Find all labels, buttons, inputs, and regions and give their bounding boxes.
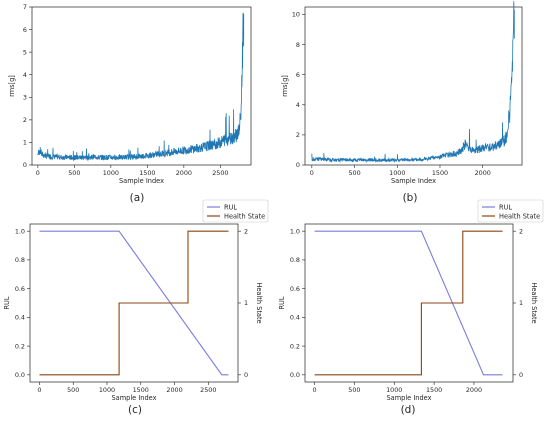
x-tick-label: 1000 <box>99 386 115 394</box>
x-tick-label: 500 <box>67 386 79 394</box>
y-tick-label: 1.0 <box>290 227 300 235</box>
x-tick-label: 0 <box>313 386 317 394</box>
y-tick-label: 0.6 <box>290 285 300 293</box>
y-tick-label: 0.8 <box>15 256 25 264</box>
x-tick-label: 2000 <box>166 386 182 394</box>
y-right-axis-label: Health State <box>255 282 263 323</box>
x-tick-label: 2000 <box>176 169 192 177</box>
y-tick-label: 0.6 <box>15 285 25 293</box>
y-tick-label: 0.4 <box>290 314 300 322</box>
y-tick-label: 0.0 <box>15 371 25 379</box>
x-tick-label: 1500 <box>133 386 149 394</box>
y-axis-label: RUL <box>278 296 286 309</box>
y-tick-label: 6 <box>23 26 27 34</box>
y-right-tick-label: 2 <box>244 227 248 235</box>
axes-frame <box>304 6 523 166</box>
y-tick-label: 1.0 <box>15 227 25 235</box>
y-tick-label: 7 <box>23 3 27 11</box>
x-axis-label: Sample Index <box>119 177 164 185</box>
x-tick-label: 1500 <box>139 169 155 177</box>
y-axis-label: RUL <box>3 296 11 309</box>
x-tick-label: 1000 <box>386 386 402 394</box>
y-right-tick-label: 0 <box>244 371 248 379</box>
legend-label: RUL <box>499 203 512 211</box>
y-axis-label: rms[g] <box>281 75 289 97</box>
legend-label: Health State <box>224 212 265 220</box>
x-tick-label: 0 <box>310 169 314 177</box>
y-tick-label: 0.2 <box>15 342 25 350</box>
y-tick-label: 6 <box>296 71 300 79</box>
x-tick-label: 500 <box>348 386 360 394</box>
x-tick-label: 1000 <box>389 169 405 177</box>
axes-frame <box>304 223 514 383</box>
x-tick-label: 500 <box>68 169 80 177</box>
axes-frame <box>31 6 252 166</box>
y-tick-label: 0 <box>23 161 27 169</box>
y-tick-label: 4 <box>23 71 27 79</box>
x-axis-label: Sample Index <box>391 177 436 185</box>
y-tick-label: 5 <box>23 48 27 56</box>
y-tick-label: 4 <box>296 101 300 109</box>
y-right-tick-label: 2 <box>519 227 523 235</box>
x-tick-label: 1500 <box>432 169 448 177</box>
y-tick-label: 0 <box>296 161 300 169</box>
panel-b: 0 500 1000 1500 2000 0 2 4 6 8 10 Sample Index rms[g… <box>281 1 523 185</box>
x-tick-label: 2000 <box>466 386 482 394</box>
panel-a: 0 500 1000 1500 2000 2500 0 1 2 3 4 5 6 7 Sample Index… <box>8 3 252 185</box>
x-tick-label: 1500 <box>426 386 442 394</box>
y-tick-label: 0.4 <box>15 314 25 322</box>
series-line-rul <box>314 230 503 376</box>
y-tick-label: 0.2 <box>290 342 300 350</box>
y-right-tick-label: 0 <box>519 371 523 379</box>
y-tick-label: 8 <box>296 41 300 49</box>
y-right-tick-label: 1 <box>519 299 523 307</box>
y-tick-label: 10 <box>292 11 300 19</box>
y-right-axis-label: Health State <box>530 282 538 323</box>
series-line-health-state <box>39 230 229 376</box>
y-tick-label: 0.8 <box>290 256 300 264</box>
legend-label: RUL <box>224 203 237 211</box>
series-line-rms <box>37 12 245 162</box>
legend-label: Health State <box>499 212 540 220</box>
panel-d: 0 500 1000 1500 2000 0.0 0.2 0.4 0.6 0.8 1.0 Sample… <box>278 199 544 402</box>
caption-a: (a) <box>130 192 145 204</box>
caption-c: (c) <box>128 404 142 416</box>
x-tick-label: 0 <box>36 169 40 177</box>
y-tick-label: 0.0 <box>290 371 300 379</box>
y-right-tick-label: 1 <box>244 299 248 307</box>
y-axis-label: rms[g] <box>8 75 16 97</box>
series-line-rms <box>311 1 515 164</box>
x-tick-label: 1000 <box>103 169 119 177</box>
x-axis-label: Sample Index <box>387 394 432 402</box>
y-tick-label: 2 <box>23 116 27 124</box>
x-axis-label: Sample Index <box>112 394 157 402</box>
y-tick-label: 3 <box>23 93 27 101</box>
series-line-health-state <box>314 230 503 376</box>
caption-b: (b) <box>403 192 418 204</box>
y-tick-label: 2 <box>296 131 300 139</box>
caption-d: (d) <box>401 404 416 416</box>
x-tick-label: 0 <box>37 386 41 394</box>
x-tick-label: 2500 <box>200 386 216 394</box>
y-tick-label: 1 <box>23 139 27 147</box>
panel-c: 0 500 1000 1500 2000 2500 0.0 0.2 0.4 0.6 0.8 1.0 Sa… <box>3 199 269 402</box>
x-tick-label: 500 <box>348 169 360 177</box>
x-tick-label: 2500 <box>212 169 228 177</box>
x-tick-label: 2000 <box>475 169 491 177</box>
